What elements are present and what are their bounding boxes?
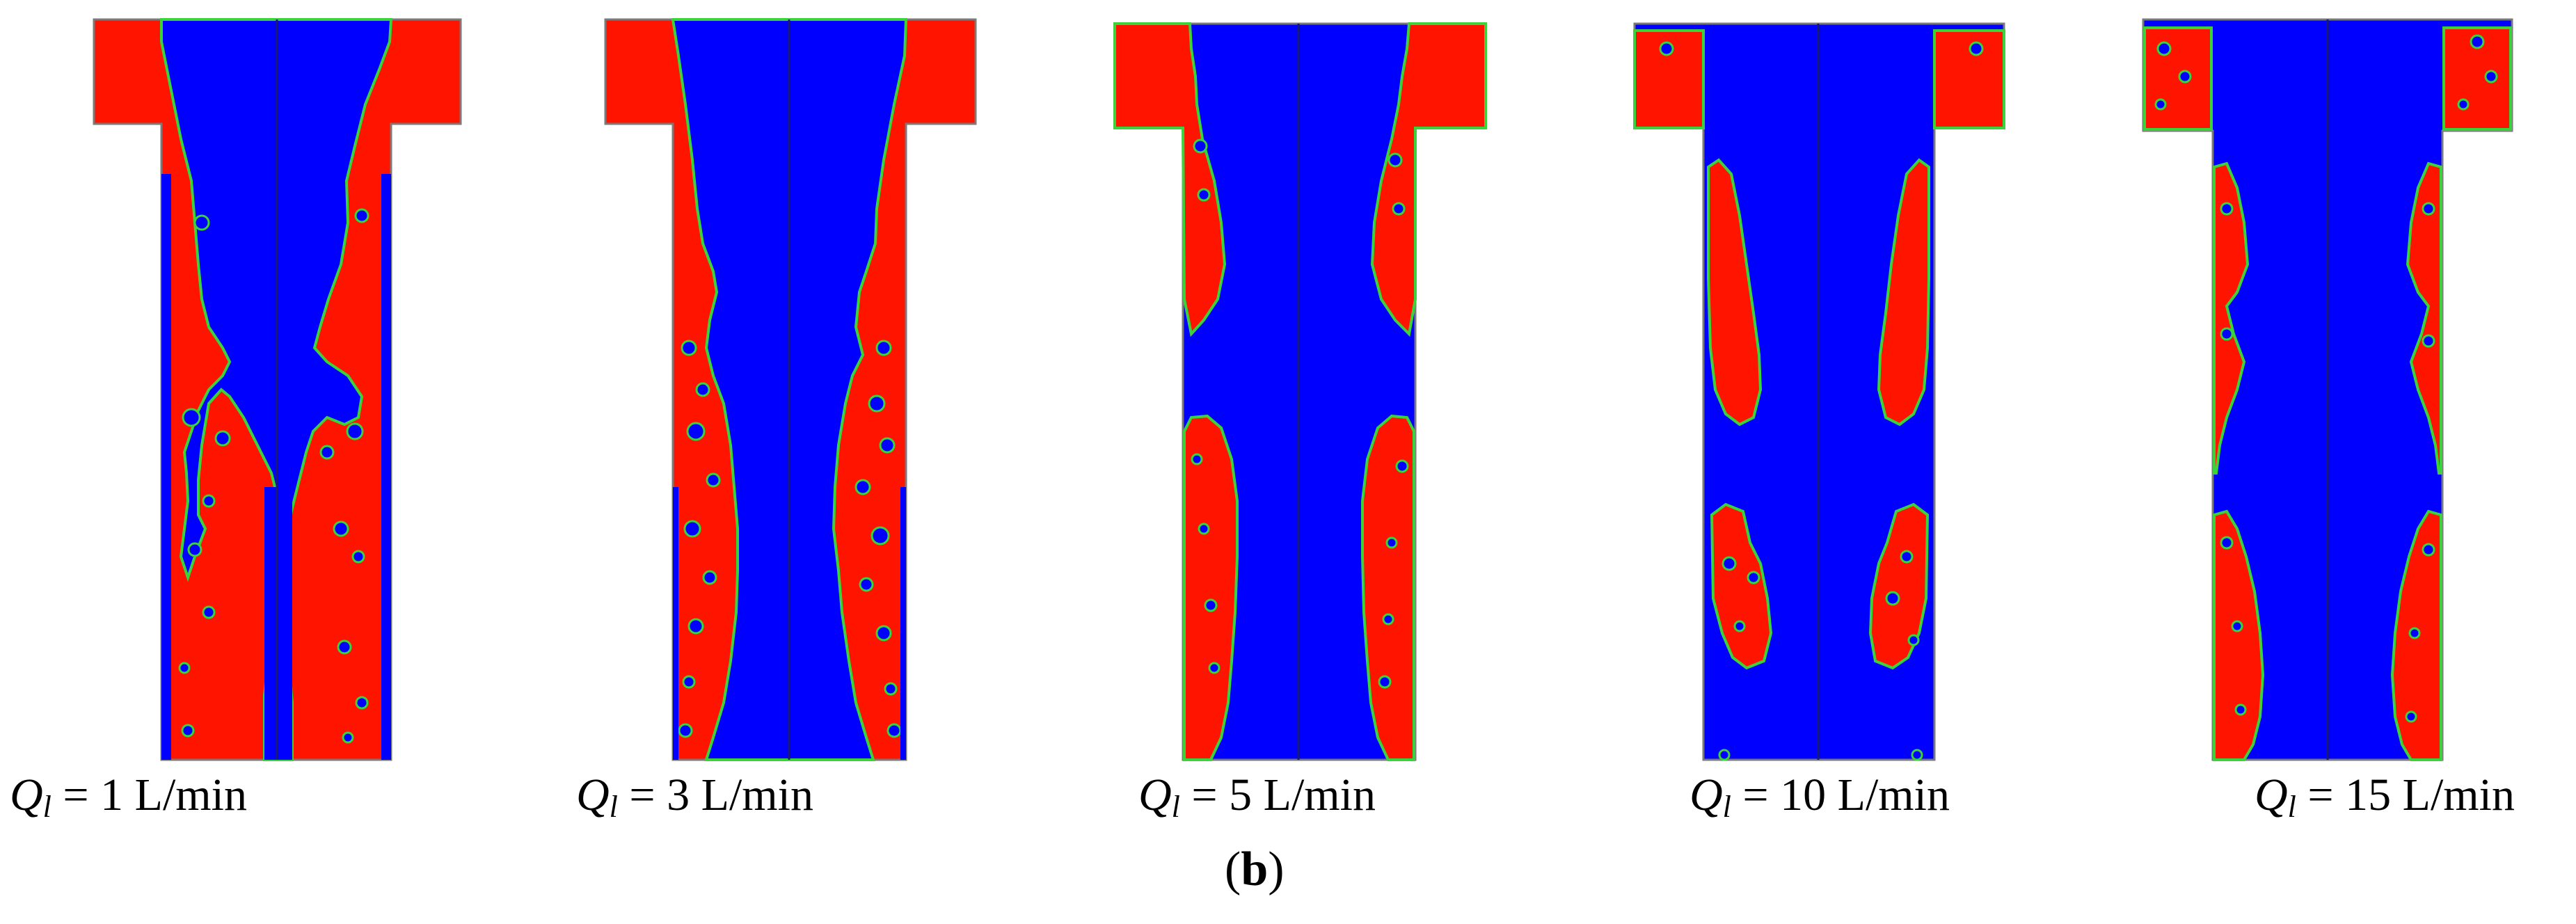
caption-open-paren: ( [1225,843,1241,896]
panel-3-label: Ql = 5 L/min [1138,770,1376,822]
panel-4-right-arm-liquid [1933,29,2005,129]
panel-5-right-upper-liquid [2406,161,2442,475]
panel-4-left-arm-liquid [1633,29,1705,129]
panel-4-right-lower-liquid [1868,502,1930,670]
caption-close-paren: ) [1268,843,1285,896]
panel-3-bubbles [1191,138,1409,689]
panel-1-label: Ql = 1 L/min [10,770,247,822]
flow-rate-symbol: Q [2255,770,2288,820]
panel-1-left-wall-gas [161,174,171,760]
figure-caption: (b) [1225,845,1285,894]
panel-2-bubbles [678,340,902,738]
panel-3-left-arm-liquid [1113,22,1227,337]
panel-1-gas-channel [264,487,292,760]
panel-3-left-lower-liquid [1183,414,1239,761]
flow-rate-subscript: l [1171,790,1180,824]
flow-rate-symbol: Q [10,770,43,820]
panel-2-contour [604,18,977,761]
panel-4-label: Ql = 10 L/min [1689,770,1950,822]
panel-3-right-arm-liquid [1370,22,1487,337]
panel-4-bubbles [1659,41,1984,761]
panel-1-contour [93,18,462,761]
panel-3-gas-domain [1113,22,1487,761]
panel-3-contour [1113,22,1487,761]
panel-5-left-upper-liquid [2213,161,2250,475]
panel-3-right-lower-liquid [1361,414,1415,761]
panel-1-right-wall-gas [381,174,391,760]
flow-rate-value: = 10 L/min [1731,770,1950,820]
flow-rate-symbol: Q [1689,770,1723,820]
panel-4-left-lower-liquid [1710,502,1773,670]
panel-1-bubbles [178,208,369,744]
panel-4-right-upper-liquid [1877,158,1930,427]
flow-rate-value: = 3 L/min [617,770,813,820]
panel-4-left-upper-liquid [1707,158,1763,427]
panel-5-left-lower-liquid [2213,509,2265,761]
flow-rate-value: = 1 L/min [51,770,247,820]
caption-letter: b [1241,843,1269,896]
panel-5-bubbles [2154,34,2498,723]
panel-5-label: Ql = 15 L/min [2255,770,2515,822]
flow-rate-subscript: l [1722,790,1731,824]
flow-rate-value: = 5 L/min [1179,770,1376,820]
flow-rate-value: = 15 L/min [2296,770,2515,820]
flow-rate-symbol: Q [1138,770,1172,820]
flow-rate-symbol: Q [576,770,610,820]
panel-5-left-arm-liquid [2143,26,2213,131]
flow-rate-subscript: l [609,790,618,824]
flow-rate-subscript: l [42,790,51,824]
panel-5-contour [2142,18,2513,761]
panel-4-contour [1633,22,2005,761]
panel-2-right-wall-gas [900,487,906,760]
panel-2-label: Ql = 3 L/min [576,770,813,822]
flow-rate-subscript: l [2287,790,2296,824]
panel-2-left-wall-gas [673,487,678,760]
